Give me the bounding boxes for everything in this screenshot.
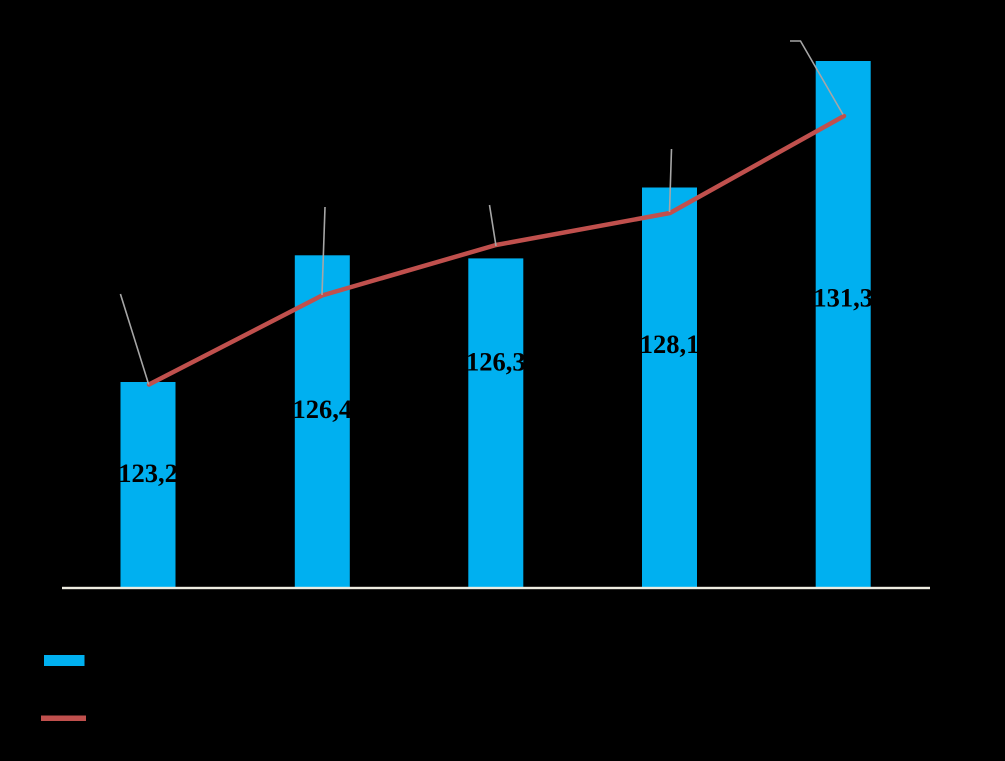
svg-text:131,3: 131,3 — [813, 282, 873, 312]
svg-text:128,1: 128,1 — [640, 329, 700, 359]
svg-text:123,2: 123,2 — [118, 458, 178, 488]
svg-text:126,3: 126,3 — [466, 346, 526, 376]
svg-text:126,4: 126,4 — [292, 394, 352, 424]
